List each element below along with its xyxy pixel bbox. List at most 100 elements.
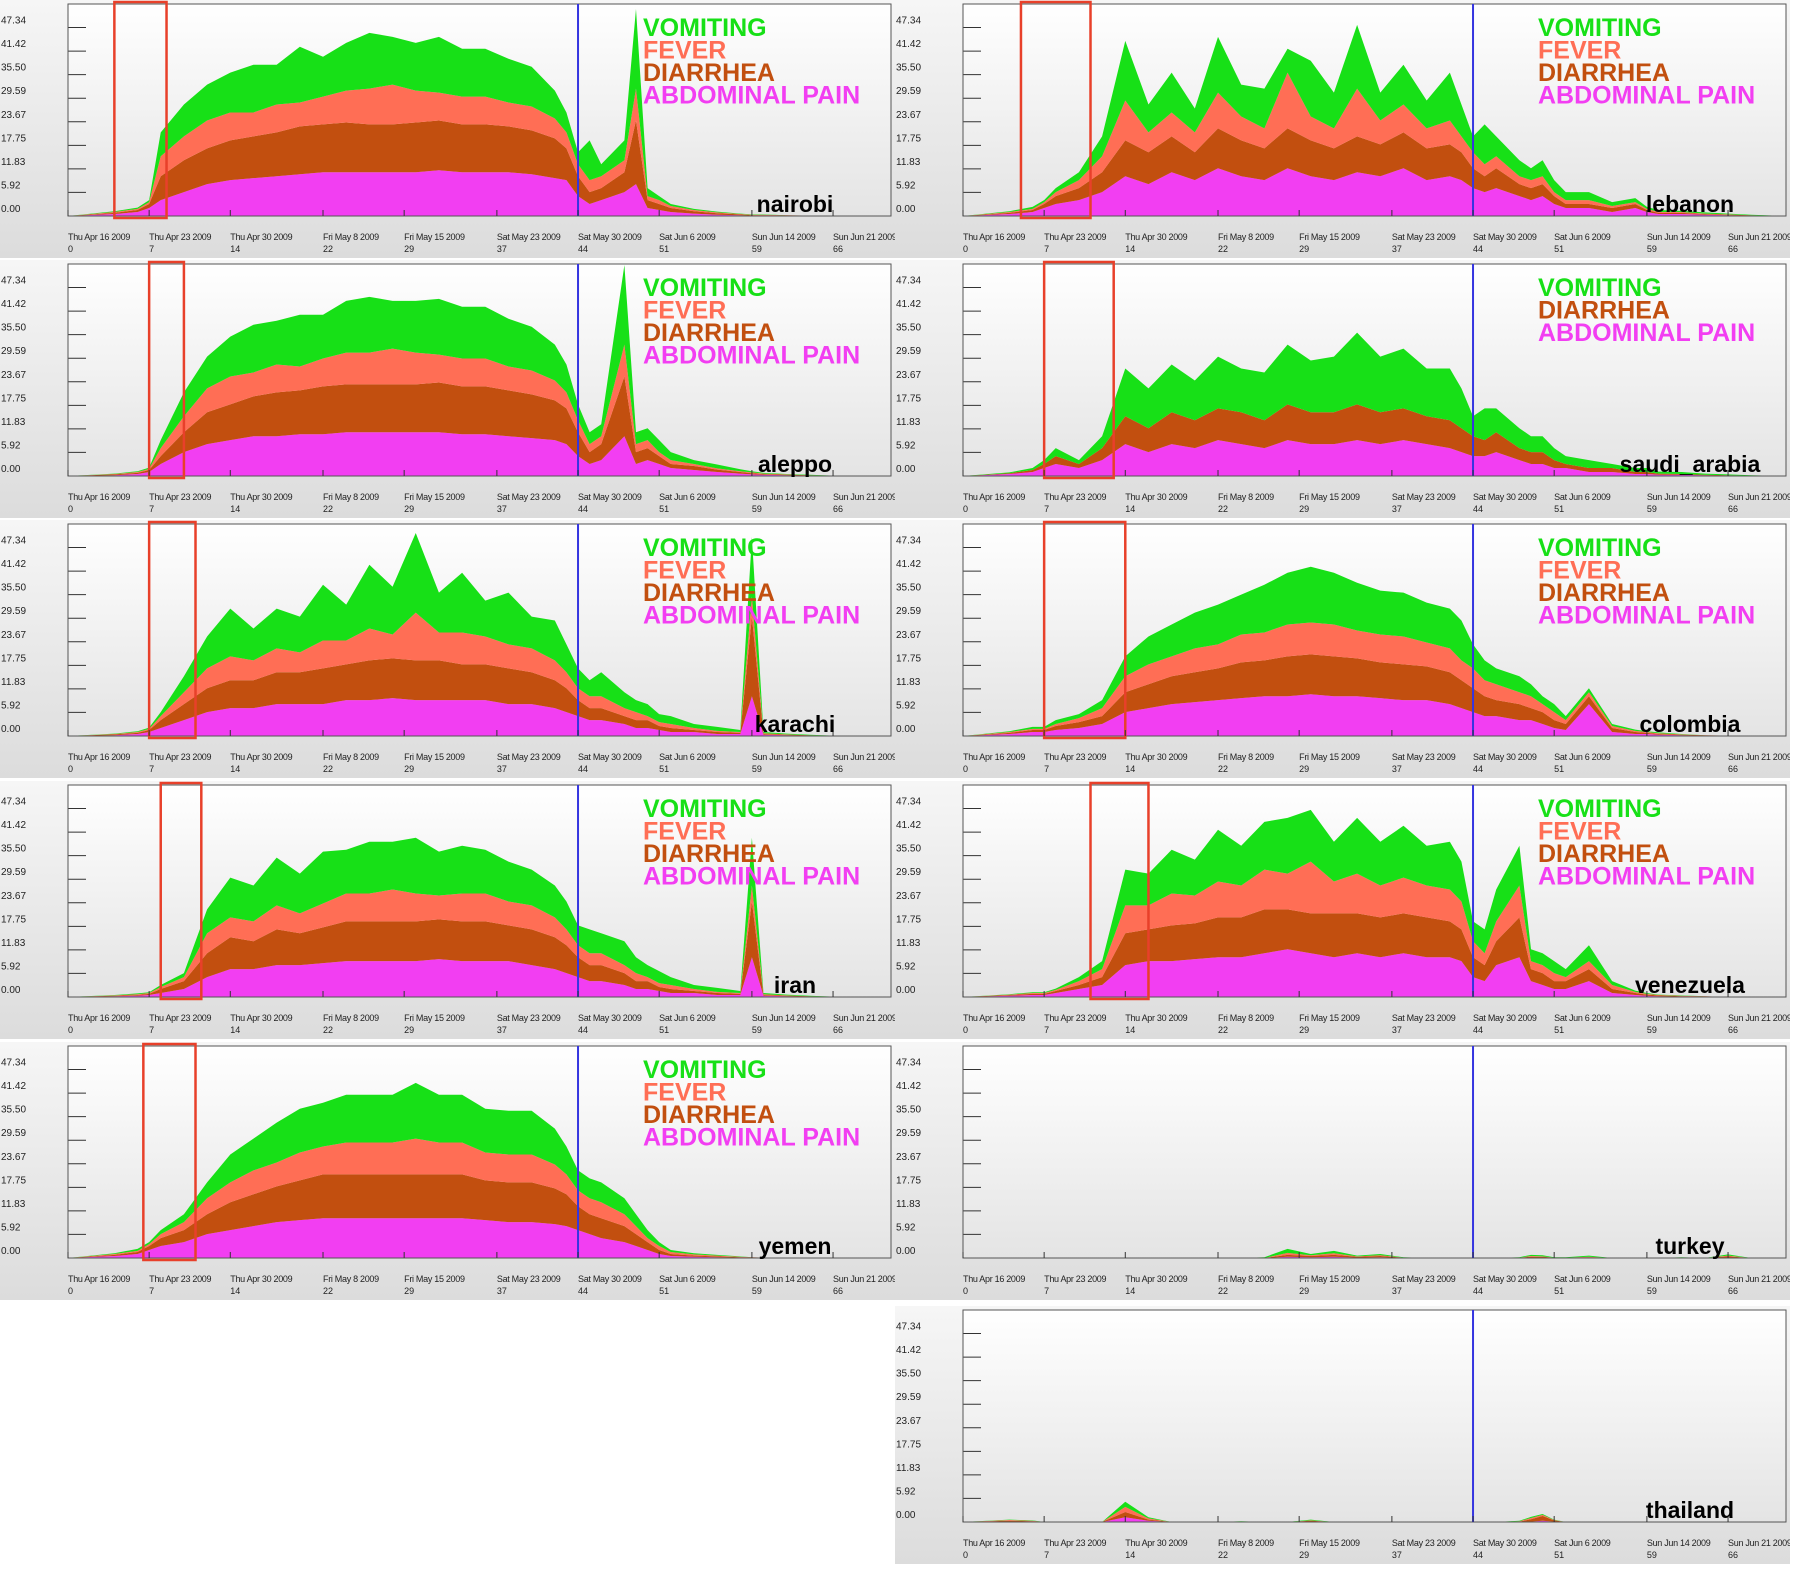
- legend-vomiting: VOMITING: [1538, 274, 1662, 302]
- x-tick-date-label: Fri May 15 2009: [1299, 752, 1360, 762]
- x-tick-day-label: 29: [404, 244, 414, 254]
- x-tick-day-label: 66: [833, 244, 843, 254]
- y-tick-label: 41.42: [1, 299, 26, 310]
- area-fever: [68, 885, 891, 997]
- y-tick-label: 23.67: [896, 891, 921, 902]
- x-tick-day-label: 66: [833, 1025, 843, 1035]
- x-tick-day-label: 29: [1299, 1025, 1309, 1035]
- x-tick-day-label: 22: [323, 764, 333, 774]
- y-tick-label: 53.25: [896, 1306, 921, 1309]
- y-tick-label: 29.59: [896, 86, 921, 97]
- y-tick-label: 47.34: [896, 536, 921, 547]
- x-tick-day-label: 14: [1125, 504, 1135, 514]
- x-tick-date-label: Sun Jun 21 2009: [1728, 1538, 1790, 1548]
- x-tick-day-label: 22: [1218, 1286, 1228, 1296]
- x-tick-date-label: Sat May 30 2009: [578, 232, 642, 242]
- x-tick-day-label: 14: [1125, 1550, 1135, 1560]
- x-tick-date-label: Sat May 30 2009: [1473, 752, 1537, 762]
- legend-diarrhea: DIARRHEA: [1538, 59, 1670, 87]
- x-tick-day-label: 44: [1473, 1550, 1483, 1560]
- x-tick-day-label: 0: [68, 764, 73, 774]
- y-tick-label: 53.25: [1, 520, 26, 523]
- x-tick-day-label: 22: [323, 1025, 333, 1035]
- area-vomiting: [963, 566, 1786, 736]
- x-tick-date-label: Sun Jun 21 2009: [1728, 1013, 1790, 1023]
- y-tick-label: 29.59: [896, 867, 921, 878]
- x-tick-date-label: Sun Jun 14 2009: [752, 492, 816, 502]
- chart-panel-colombia: 53.25 47.34 41.42 35.50 29.59 23.67 17.75 11.83…: [895, 520, 1790, 778]
- y-tick-label: 11.83: [1, 1199, 26, 1210]
- x-tick-date-label: Sat May 23 2009: [497, 1274, 561, 1284]
- x-tick-date-label: Fri May 15 2009: [1299, 232, 1360, 242]
- x-tick-date-label: Sat May 30 2009: [1473, 492, 1537, 502]
- y-tick-label: 47.34: [1, 16, 26, 27]
- legend-fever: FEVER: [643, 297, 726, 325]
- y-tick-label: 5.92: [896, 440, 916, 451]
- x-tick-date-label: Thu Apr 30 2009: [230, 492, 292, 502]
- y-tick-label: 17.75: [896, 393, 921, 404]
- panel-name-label: iran: [774, 972, 816, 998]
- area-abdominal-pain: [68, 1218, 891, 1258]
- y-tick-label: 47.34: [896, 797, 921, 808]
- x-tick-date-label: Sat May 23 2009: [497, 752, 561, 762]
- y-tick-label: 17.75: [1, 133, 26, 144]
- x-tick-date-label: Sat May 30 2009: [578, 752, 642, 762]
- y-tick-label: 23.67: [1, 630, 26, 641]
- x-tick-day-label: 14: [1125, 1286, 1135, 1296]
- area-vomiting: [963, 809, 1786, 997]
- x-tick-date-label: Fri May 15 2009: [404, 1013, 465, 1023]
- legend-abdominal-pain: ABDOMINAL PAIN: [643, 1124, 860, 1152]
- panel-name-label: colombia: [1640, 711, 1741, 737]
- y-tick-label: 35.50: [896, 1369, 921, 1380]
- y-tick-label: 17.75: [896, 1175, 921, 1186]
- y-tick-label: 47.34: [896, 1058, 921, 1069]
- y-tick-label: 11.83: [1, 417, 26, 428]
- panel-name-label: aleppo: [758, 451, 832, 477]
- x-tick-date-label: Thu Apr 16 2009: [68, 1274, 130, 1284]
- panel-name-label: venezuela: [1635, 972, 1745, 998]
- x-tick-date-label: Thu Apr 23 2009: [149, 1274, 211, 1284]
- x-tick-day-label: 37: [497, 1025, 507, 1035]
- x-tick-date-label: Thu Apr 16 2009: [963, 232, 1025, 242]
- y-tick-label: 35.50: [896, 844, 921, 855]
- y-tick-label: 5.92: [896, 961, 916, 972]
- y-tick-label: 11.83: [896, 417, 921, 428]
- x-tick-day-label: 7: [1044, 1025, 1049, 1035]
- x-tick-day-label: 51: [1554, 504, 1564, 514]
- x-tick-day-label: 59: [752, 504, 762, 514]
- chart-svg: 53.25 47.34 41.42 35.50 29.59 23.67 17.75 11.83…: [895, 781, 1790, 1039]
- y-tick-label: 17.75: [896, 914, 921, 925]
- x-tick-day-label: 29: [1299, 504, 1309, 514]
- x-tick-day-label: 66: [1728, 1025, 1738, 1035]
- x-tick-date-label: Sat May 23 2009: [1392, 1274, 1456, 1284]
- x-tick-date-label: Fri May 8 2009: [1218, 1013, 1274, 1023]
- x-tick-date-label: Thu Apr 30 2009: [230, 752, 292, 762]
- y-tick-label: 17.75: [1, 393, 26, 404]
- x-tick-day-label: 44: [578, 764, 588, 774]
- y-tick-label: 11.83: [896, 157, 921, 168]
- x-tick-date-label: Sat May 23 2009: [1392, 1013, 1456, 1023]
- plot-frame: [67, 784, 892, 998]
- y-tick-label: 0.00: [896, 985, 916, 996]
- area-vomiting: [68, 532, 891, 736]
- plot-frame: [962, 3, 1787, 217]
- y-tick-label: 35.50: [896, 1105, 921, 1116]
- plot-frame: [962, 263, 1787, 477]
- chart-svg: 53.25 47.34 41.42 35.50 29.59 23.67 17.75 11.83…: [0, 781, 895, 1039]
- y-tick-label: 0.00: [896, 464, 916, 475]
- x-tick-date-label: Thu Apr 16 2009: [963, 1274, 1025, 1284]
- y-tick-label: 35.50: [1, 323, 26, 334]
- x-tick-day-label: 51: [1554, 1286, 1564, 1296]
- y-tick-label: 41.42: [896, 820, 921, 831]
- x-tick-day-label: 59: [1647, 1286, 1657, 1296]
- legend-vomiting: VOMITING: [643, 1056, 767, 1084]
- x-tick-date-label: Fri May 8 2009: [323, 232, 379, 242]
- x-tick-date-label: Thu Apr 23 2009: [1044, 752, 1106, 762]
- y-tick-label: 41.42: [896, 39, 921, 50]
- x-tick-date-label: Thu Apr 16 2009: [963, 752, 1025, 762]
- plot-frame: [962, 1309, 1787, 1523]
- area-diarrhea: [963, 404, 1786, 476]
- area-diarrhea: [963, 654, 1786, 736]
- area-diarrhea: [963, 909, 1786, 997]
- x-tick-date-label: Thu Apr 30 2009: [230, 232, 292, 242]
